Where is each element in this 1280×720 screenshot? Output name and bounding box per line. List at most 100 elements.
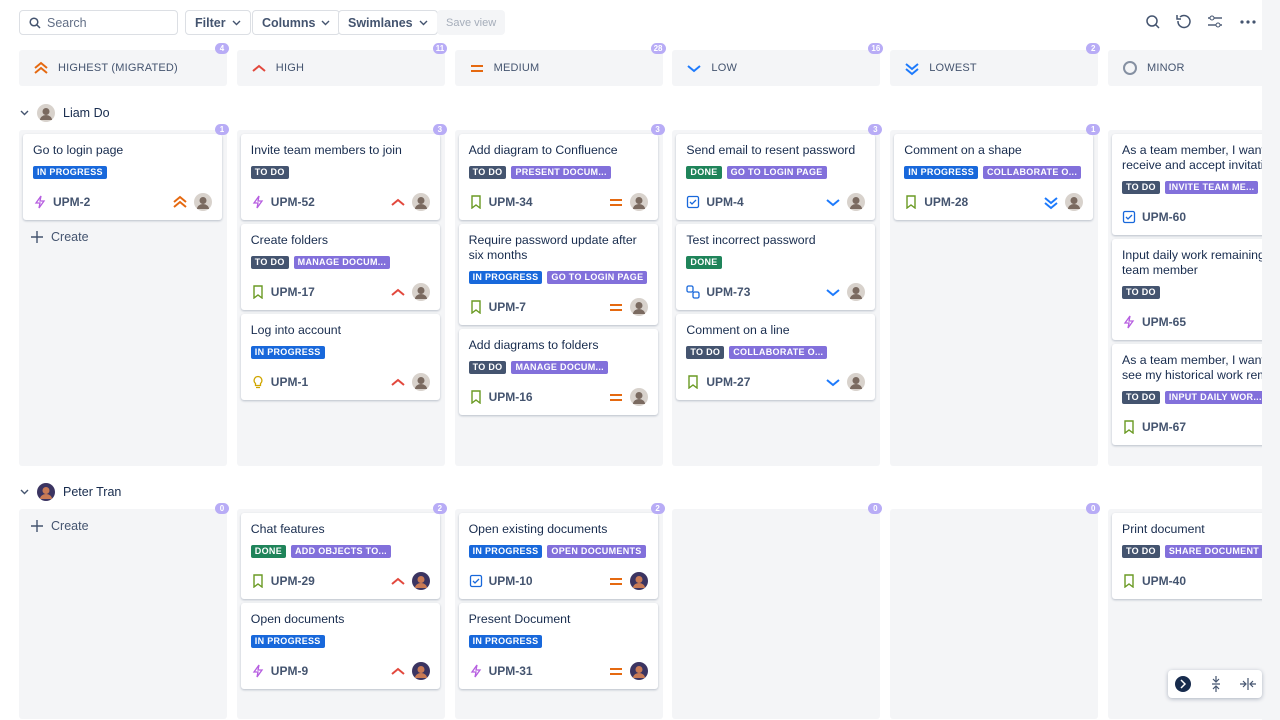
swimlanes-label: Swimlanes (348, 15, 413, 30)
issue-card[interactable]: Test incorrect password DONE UPM-73 (676, 224, 876, 310)
priority-icon (608, 663, 624, 679)
card-footer: UPM-31 (469, 661, 648, 681)
toolbar-icons[interactable] (1140, 10, 1265, 35)
priority-icon (33, 60, 49, 76)
column-header: MEDIUM (454, 50, 663, 86)
issue-type-icon (33, 195, 47, 209)
card-title: Open documents (250, 612, 345, 626)
column-count: 2 (1086, 43, 1101, 54)
cell (890, 509, 1099, 719)
status-lozenge: DONE (250, 545, 286, 558)
search-box[interactable]: Search (19, 10, 178, 35)
swimlanes-button[interactable]: Swimlanes (338, 10, 438, 35)
issue-card[interactable]: Open documents IN PROGRESS UPM-9 (240, 603, 440, 689)
lozenges: TO DO INVITE TEAM ME... (1122, 181, 1262, 194)
column-header: LOWEST (890, 50, 1099, 86)
issue-card[interactable]: As a team member, I want to see my histo… (1112, 344, 1262, 445)
issue-type-icon (1122, 315, 1136, 329)
status-lozenge: TO DO (250, 256, 289, 269)
status-lozenge: TO DO (1122, 545, 1160, 558)
issue-card[interactable]: Present Document IN PROGRESS UPM-31 (458, 603, 658, 689)
issue-key: UPM-1 (270, 375, 309, 389)
lozenges: IN PROGRESS (468, 635, 648, 648)
priority-icon (608, 194, 624, 210)
issue-card[interactable]: Open existing documents IN PROGRESS OPEN D… (458, 513, 658, 599)
issue-card[interactable]: Log into account IN PROGRESS UPM-1 (240, 314, 440, 400)
assignee-avatar (411, 193, 430, 211)
create-button[interactable]: Create (23, 513, 223, 539)
issue-type-icon (469, 195, 483, 209)
search-placeholder: Search (47, 15, 87, 30)
column-count: 4 (215, 43, 229, 54)
filter-button[interactable]: Filter (185, 10, 251, 35)
status-lozenge: TO DO (686, 346, 725, 359)
cell-count: 0 (1086, 503, 1101, 514)
epic-lozenge: COLLABORATE O... (983, 166, 1082, 179)
plus-icon (31, 231, 43, 243)
issue-card[interactable]: Comment on a shape IN PROGRESS COLLABORATE… (894, 134, 1094, 220)
issue-key: UPM-65 (1142, 315, 1187, 329)
card-title: Log into account (250, 323, 342, 337)
scrollbar (1262, 0, 1280, 720)
card-footer: UPM-34 (469, 192, 648, 212)
card-footer: UPM-1 (251, 372, 430, 392)
cell: Go to login page IN PROGRESS UPM-2 Create (19, 130, 227, 466)
assignee-avatar (629, 193, 648, 211)
columns-button[interactable]: Columns (252, 10, 341, 35)
issue-card[interactable]: Invite team members to join TO DO UPM-52 (240, 134, 440, 220)
card-footer: UPM-67 (1122, 417, 1262, 437)
swimlane-header[interactable]: Peter Tran (20, 483, 121, 501)
issue-card[interactable]: Input daily work remaining to team membe… (1112, 239, 1262, 340)
swimlane-name: Liam Do (63, 106, 110, 120)
card-title: Present Document (468, 612, 571, 626)
issue-card[interactable]: Add diagrams to folders TO DO MANAGE DOCUM… (458, 329, 658, 415)
cell-count: 3 (650, 124, 665, 135)
assignee-avatar (847, 373, 866, 391)
column-header: MINOR (1108, 50, 1262, 86)
swimlane-header[interactable]: Liam Do (20, 104, 110, 122)
zoom-controls[interactable] (1168, 670, 1262, 698)
issue-key: UPM-9 (270, 664, 309, 678)
assignee-avatar (847, 283, 866, 301)
issue-card[interactable]: Send email to resent password DONE GO TO L… (676, 134, 876, 220)
status-lozenge: TO DO (468, 361, 507, 374)
cell-count: 2 (650, 503, 665, 514)
card-title: Input daily work remaining to team membe… (1122, 248, 1262, 277)
issue-card[interactable]: Require password update after six months… (458, 224, 658, 325)
status-lozenge: TO DO (1122, 181, 1160, 194)
cell: Chat features DONE ADD OBJECTS TO... UPM-29… (236, 509, 445, 719)
priority-icon (825, 284, 841, 300)
epic-lozenge: OPEN DOCUMENTS (547, 545, 646, 558)
epic-lozenge: GO TO LOGIN PAGE (547, 271, 648, 284)
issue-card[interactable]: Comment on a line TO DO COLLABORATE O... UP… (676, 314, 876, 400)
issue-type-icon (904, 195, 918, 209)
issue-key: UPM-10 (488, 574, 533, 588)
lozenges: IN PROGRESS OPEN DOCUMENTS (468, 545, 648, 558)
issue-key: UPM-31 (488, 664, 533, 678)
issue-card[interactable]: Chat features DONE ADD OBJECTS TO... UPM-29 (240, 513, 440, 599)
assignee-avatar (629, 662, 648, 680)
issue-card[interactable]: Create folders TO DO MANAGE DOCUM... UPM-17 (240, 224, 440, 310)
cell: As a team member, I want to receive and … (1108, 130, 1262, 466)
issue-card[interactable]: Print document TO DO SHARE DOCUMENT UPM-40 (1112, 513, 1262, 599)
collapse-icon (20, 110, 29, 116)
priority-icon (390, 284, 406, 300)
issue-card[interactable]: Go to login page IN PROGRESS UPM-2 (23, 134, 222, 220)
lozenges: IN PROGRESS (250, 346, 430, 359)
save-view-button[interactable]: Save view (437, 10, 506, 35)
create-button[interactable]: Create (23, 224, 223, 250)
issue-key: UPM-16 (488, 390, 533, 404)
status-lozenge: DONE (686, 166, 722, 179)
avatar (37, 104, 55, 122)
column-title: HIGH (275, 62, 305, 74)
issue-card[interactable]: As a team member, I want to receive and … (1112, 134, 1262, 235)
status-lozenge: IN PROGRESS (33, 166, 107, 179)
assignee-avatar (1065, 193, 1084, 211)
card-footer: UPM-2 (33, 192, 212, 212)
assignee-avatar (411, 373, 430, 391)
issue-key: UPM-34 (488, 195, 533, 209)
issue-card[interactable]: Add diagram to Confluence TO DO PRESENT DO… (458, 134, 658, 220)
issue-type-icon (251, 195, 265, 209)
card-title: Invite team members to join (250, 143, 402, 157)
